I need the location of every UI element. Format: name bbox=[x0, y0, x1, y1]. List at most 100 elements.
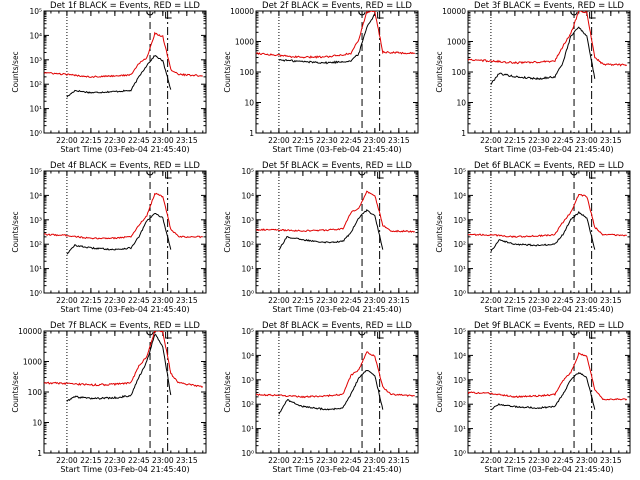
flare-marker bbox=[377, 332, 384, 339]
y-axis-label: Counts/sec bbox=[223, 371, 232, 412]
y-tick-label: 10000 bbox=[18, 327, 42, 336]
chart-panel: Det 9f BLACK = Events, RED = LLD 10⁰ 10¹ 10… bbox=[435, 321, 631, 474]
x-axis-label: Start Time (03-Feb-04 21:45:40) bbox=[484, 145, 613, 154]
x-tick-label: 22:00 bbox=[268, 296, 290, 305]
y-tick-label: 10⁰ bbox=[241, 289, 254, 298]
flare-marker bbox=[165, 12, 172, 19]
chart-panel: Det 8f BLACK = Events, RED = LLD 10⁰ 10¹ 10… bbox=[223, 321, 419, 474]
x-tick-label: 22:45 bbox=[340, 136, 362, 145]
x-tick-label: 22:30 bbox=[316, 456, 338, 465]
flare-marker bbox=[146, 11, 154, 16]
flare-marker bbox=[358, 11, 366, 16]
x-tick-label: 22:15 bbox=[504, 296, 526, 305]
y-tick-label: 10¹ bbox=[241, 425, 254, 434]
plot-frame bbox=[255, 170, 419, 294]
events-series-line bbox=[278, 13, 376, 65]
x-tick-label: 22:15 bbox=[292, 456, 314, 465]
flare-marker bbox=[358, 331, 366, 336]
y-tick-label: 10³ bbox=[29, 216, 42, 225]
y-tick-label: 10² bbox=[453, 400, 466, 409]
x-tick-label: 23:00 bbox=[152, 136, 174, 145]
x-tick-label: 22:15 bbox=[504, 456, 526, 465]
x-tick-label: 23:15 bbox=[600, 296, 622, 305]
events-series-line bbox=[278, 369, 384, 415]
x-tick-label: 22:30 bbox=[316, 136, 338, 145]
x-tick-label: 22:30 bbox=[104, 136, 126, 145]
chart-title: Det 1f BLACK = Events, RED = LLD bbox=[50, 1, 200, 11]
x-tick-label: 22:30 bbox=[528, 456, 550, 465]
y-tick-label: 10⁴ bbox=[453, 351, 466, 360]
chart-panel: Det 6f BLACK = Events, RED = LLD 10⁰ 10¹ 10… bbox=[435, 161, 631, 314]
x-tick-label: 22:00 bbox=[56, 456, 78, 465]
x-tick-label: 22:15 bbox=[80, 136, 102, 145]
plot-frame bbox=[255, 330, 419, 454]
y-axis-label: Counts/sec bbox=[11, 211, 20, 252]
y-axis-label: Counts/sec bbox=[223, 211, 232, 252]
x-tick-label: 23:15 bbox=[388, 456, 410, 465]
events-series-line bbox=[490, 210, 596, 252]
x-tick-label: 22:15 bbox=[80, 296, 102, 305]
x-tick-label: 22:30 bbox=[104, 296, 126, 305]
x-axis-label: Start Time (03-Feb-04 21:45:40) bbox=[272, 465, 401, 474]
y-tick-label: 10⁵ bbox=[453, 167, 466, 176]
x-axis-label: Start Time (03-Feb-04 21:45:40) bbox=[60, 145, 189, 154]
x-tick-label: 22:45 bbox=[552, 296, 574, 305]
chart-title: Det 3f BLACK = Events, RED = LLD bbox=[474, 1, 624, 11]
x-tick-label: 22:45 bbox=[128, 456, 150, 465]
y-tick-label: 1 bbox=[37, 449, 42, 458]
y-tick-label: 1000 bbox=[447, 38, 466, 47]
y-tick-label: 10² bbox=[29, 240, 42, 249]
x-tick-label: 23:00 bbox=[364, 456, 386, 465]
chart-title: Det 5f BLACK = Events, RED = LLD bbox=[262, 161, 412, 171]
y-tick-label: 10³ bbox=[453, 216, 466, 225]
x-tick-label: 23:00 bbox=[576, 296, 598, 305]
flare-marker bbox=[377, 172, 384, 179]
x-tick-label: 22:15 bbox=[80, 456, 102, 465]
y-tick-label: 10⁴ bbox=[453, 191, 466, 200]
x-tick-label: 23:15 bbox=[600, 136, 622, 145]
flare-marker bbox=[570, 11, 578, 16]
x-tick-label: 23:00 bbox=[152, 456, 174, 465]
y-tick-label: 10⁵ bbox=[29, 167, 42, 176]
x-tick-label: 23:15 bbox=[388, 296, 410, 305]
x-tick-label: 23:15 bbox=[600, 456, 622, 465]
y-tick-label: 10² bbox=[453, 240, 466, 249]
chart-title: Det 8f BLACK = Events, RED = LLD bbox=[262, 321, 412, 331]
chart-title: Det 6f BLACK = Events, RED = LLD bbox=[474, 161, 624, 171]
x-tick-label: 23:00 bbox=[152, 296, 174, 305]
events-series-line bbox=[66, 54, 172, 98]
lld-series-line bbox=[44, 331, 204, 388]
y-tick-label: 10³ bbox=[241, 216, 254, 225]
y-tick-label: 10⁴ bbox=[241, 191, 254, 200]
events-series-line bbox=[490, 26, 596, 85]
x-tick-label: 22:45 bbox=[128, 296, 150, 305]
flare-marker bbox=[570, 171, 578, 176]
y-tick-label: 1000 bbox=[23, 358, 42, 367]
chart-panel: Det 1f BLACK = Events, RED = LLD 10⁰ 10¹ 10… bbox=[11, 1, 207, 154]
y-axis-label: Counts/sec bbox=[11, 51, 20, 92]
x-tick-label: 22:45 bbox=[128, 136, 150, 145]
x-tick-label: 22:15 bbox=[504, 136, 526, 145]
flare-marker bbox=[377, 12, 384, 19]
flare-marker bbox=[146, 171, 154, 176]
x-axis-label: Start Time (03-Feb-04 21:45:40) bbox=[484, 305, 613, 314]
lld-series-line bbox=[44, 31, 203, 79]
y-tick-label: 10³ bbox=[453, 376, 466, 385]
x-tick-label: 22:00 bbox=[56, 136, 78, 145]
y-tick-label: 10 bbox=[456, 99, 466, 108]
y-tick-label: 10 bbox=[244, 99, 254, 108]
x-tick-label: 22:45 bbox=[552, 136, 574, 145]
lld-series-line bbox=[44, 192, 203, 240]
y-tick-label: 10¹ bbox=[241, 265, 254, 274]
flare-marker bbox=[589, 12, 596, 19]
plot-frame bbox=[43, 330, 207, 454]
y-tick-label: 10³ bbox=[29, 56, 42, 65]
y-tick-label: 10⁵ bbox=[241, 327, 254, 336]
x-tick-label: 22:15 bbox=[292, 136, 314, 145]
x-tick-label: 23:15 bbox=[176, 456, 198, 465]
x-tick-label: 22:30 bbox=[316, 296, 338, 305]
y-axis-label: Counts/sec bbox=[223, 51, 232, 92]
y-tick-label: 1 bbox=[461, 129, 466, 138]
y-tick-label: 10⁵ bbox=[29, 7, 42, 16]
